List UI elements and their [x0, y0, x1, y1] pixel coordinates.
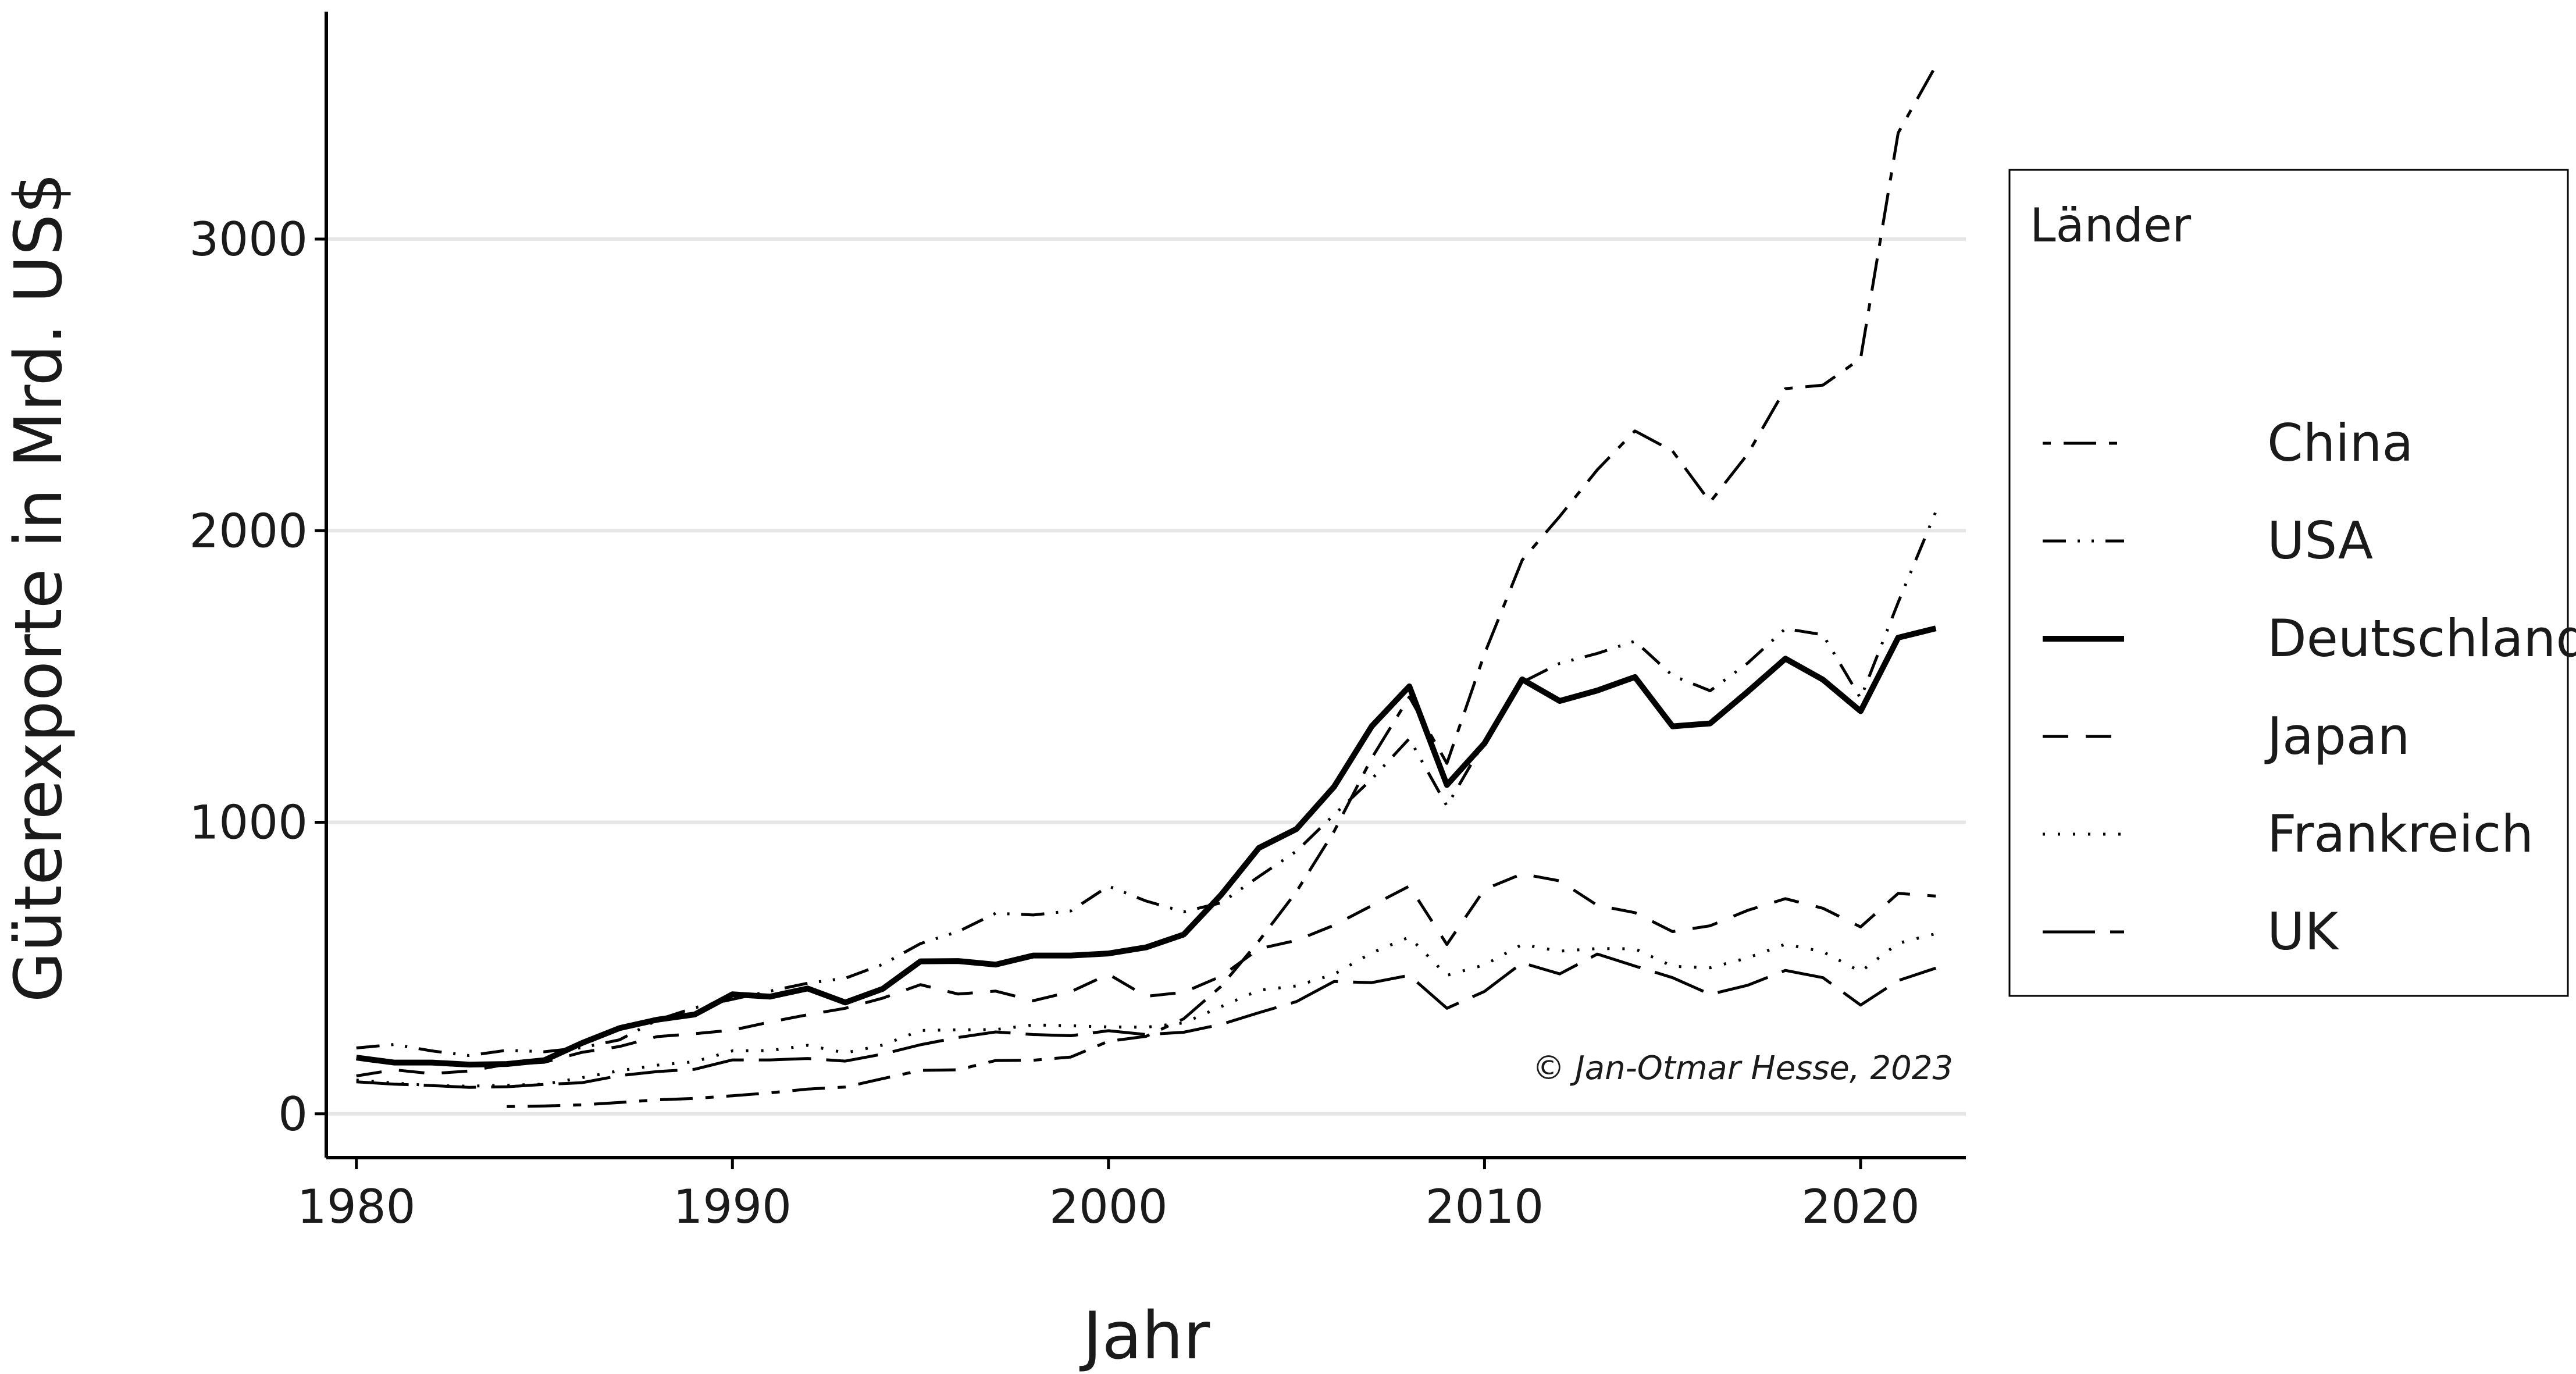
legend-label-deutschland: Deutschland — [2267, 608, 2576, 668]
x-axis-title: Jahr — [1079, 1298, 1211, 1374]
series-lines — [356, 65, 1937, 1108]
series-line-deutschland — [356, 625, 1937, 1068]
y-tick-label: 1000 — [189, 796, 308, 850]
legend: Länder China USA Deutschland Japan Frankreic… — [2008, 169, 2576, 997]
legend-items: China USA Deutschland Japan Frankreich UK — [2043, 413, 2576, 962]
legend-box — [2008, 169, 2569, 997]
legend-label-frankreich: Frankreich — [2267, 804, 2534, 864]
gridlines — [326, 237, 1966, 1116]
x-tick-label: 1990 — [673, 1180, 792, 1234]
x-tick-label: 2010 — [1426, 1180, 1544, 1234]
series-line-usa — [356, 511, 1937, 1058]
legend-title: Länder — [2030, 198, 2191, 252]
x-tick-label: 2000 — [1049, 1180, 1168, 1234]
y-tick-label: 2000 — [189, 504, 308, 558]
legend-label-japan: Japan — [2264, 706, 2410, 766]
x-axis-ticks: 1980 1990 2000 2010 2020 — [297, 1158, 1920, 1234]
y-axis-ticks: 0 1000 2000 3000 — [189, 212, 326, 1141]
y-axis-title: Güterexporte in Mrd. US$ — [1, 173, 77, 1003]
series-line-japan — [356, 872, 1936, 1078]
legend-label-china: China — [2267, 413, 2413, 473]
y-tick-label: 3000 — [189, 212, 308, 266]
x-tick-label: 2020 — [1801, 1180, 1920, 1234]
series-line-uk — [356, 952, 1937, 1089]
legend-label-uk: UK — [2267, 902, 2339, 962]
y-tick-label: 0 — [278, 1087, 308, 1141]
series-line-china — [507, 65, 1937, 1108]
copyright-caption: © Jan-Otmar Hesse, 2023 — [1532, 1049, 1953, 1087]
axes — [325, 12, 1966, 1159]
legend-label-usa: USA — [2267, 511, 2373, 571]
x-tick-label: 1980 — [297, 1180, 416, 1234]
